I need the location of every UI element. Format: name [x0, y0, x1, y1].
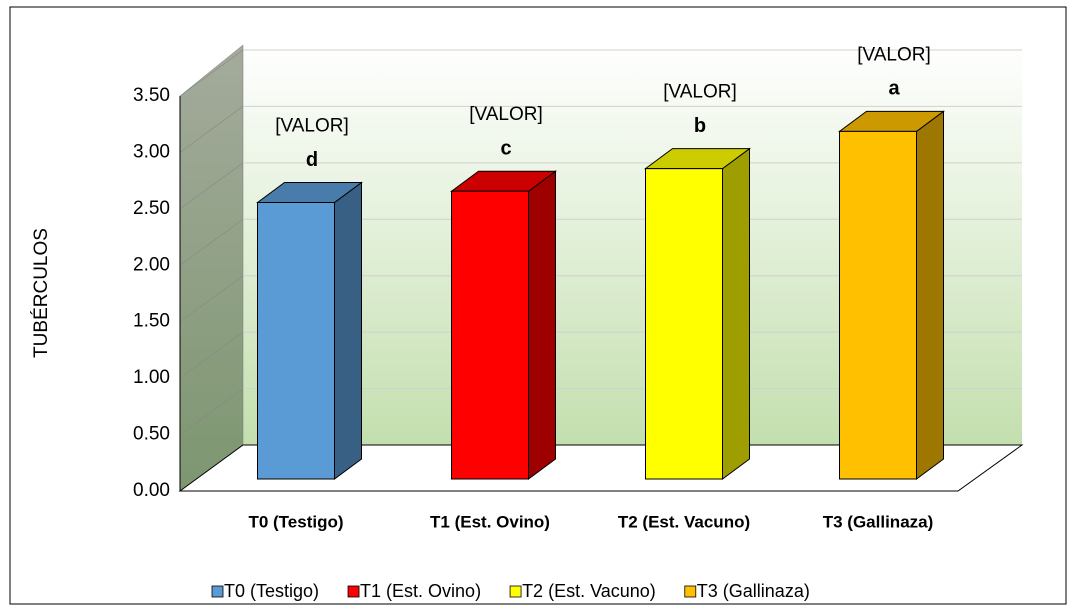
- bar-side: [722, 147, 750, 480]
- floor: [178, 444, 1024, 492]
- y-tick-label: 2.00: [133, 254, 170, 275]
- grid-line: [179, 275, 244, 322]
- bar: [839, 130, 917, 480]
- bar-side: [528, 170, 556, 480]
- side-wall: [179, 44, 244, 492]
- y-tick-label: 0.50: [133, 424, 170, 445]
- y-tick-label: 2.50: [133, 198, 170, 219]
- grid-line: [179, 49, 244, 97]
- data-letter: c: [500, 137, 511, 159]
- bar: [645, 168, 723, 480]
- data-label: [VALOR]: [857, 44, 931, 65]
- x-tick-label: T2 (Est. Vacuno): [618, 512, 750, 531]
- grid-line: [179, 219, 244, 266]
- y-tick-label: 3.00: [133, 141, 170, 162]
- data-letter: b: [694, 115, 706, 137]
- data-letter: d: [306, 149, 318, 171]
- legend-label: T1 (Est. Ovino): [360, 581, 481, 601]
- bar-side: [334, 181, 362, 480]
- y-axis-title: TUBÉRCULOS: [31, 228, 52, 358]
- x-tick-label: T3 (Gallinaza): [823, 512, 934, 531]
- grid-line: [179, 388, 244, 435]
- y-tick-label: 1.00: [133, 367, 170, 388]
- data-label: [VALOR]: [275, 116, 349, 137]
- y-tick-label: 0.00: [133, 480, 170, 501]
- grid-line: [179, 331, 244, 379]
- x-tick-label: T1 (Est. Ovino): [430, 512, 550, 531]
- y-tick-label: 1.50: [133, 311, 170, 332]
- x-tick-label: T0 (Testigo): [248, 512, 343, 531]
- legend-swatch: [509, 585, 522, 598]
- legend-label: T0 (Testigo): [224, 581, 319, 601]
- bar: [451, 190, 529, 480]
- legend-swatch: [347, 585, 360, 598]
- grid-line: [179, 106, 244, 153]
- legend-swatch: [684, 585, 697, 598]
- bar-side: [916, 110, 944, 480]
- bar: [257, 202, 335, 480]
- grid-line: [179, 162, 244, 210]
- legend-label: T3 (Gallinaza): [697, 581, 810, 601]
- data-letter: a: [888, 78, 900, 100]
- data-label: [VALOR]: [469, 104, 543, 125]
- y-tick-label: 3.50: [133, 85, 170, 106]
- legend-label: T2 (Est. Vacuno): [522, 581, 656, 601]
- back-wall: [243, 45, 1022, 445]
- legend-swatch: [211, 585, 224, 598]
- data-label: [VALOR]: [663, 82, 737, 103]
